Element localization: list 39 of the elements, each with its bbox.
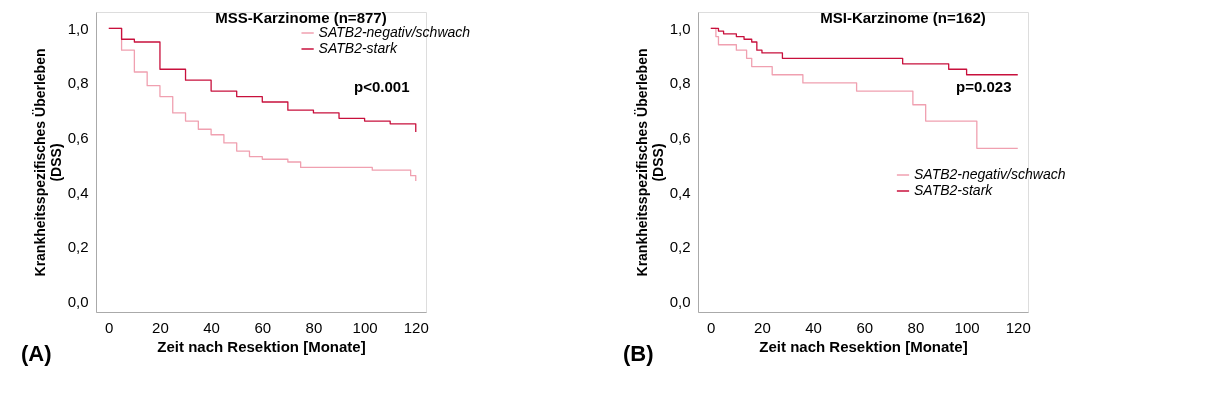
x-tick-label: 120 [403,318,429,336]
x-axis-title: Zeit nach Resektion [Monate] [759,337,968,355]
x-tick-label: 40 [203,318,220,336]
y-tick-label: 1,0 [669,19,691,37]
text: (B) [623,341,654,366]
x-tick-label: 20 [754,318,771,336]
y-tick-label: 0,8 [67,74,89,92]
text: (A) [21,341,52,366]
x-tick-label: 80 [907,318,925,336]
y-tick-label: 0,8 [669,74,691,92]
x-tick-label: 0 [105,318,114,336]
y-tick-label: 0,0 [67,292,89,310]
x-tick-label: 20 [152,318,169,336]
y-tick-label: 0,2 [67,238,89,256]
chart-title: MSS-Karzinome (n=877) [215,9,387,26]
x-axis-title: Zeit nach Resektion [Monate] [157,337,366,355]
x-tick-label: 80 [305,318,323,336]
legend-label: SATB2-stark [914,182,994,198]
chart-title: MSI-Karzinome (n=162) [820,9,986,26]
y-tick-label: 0,4 [669,183,691,201]
x-tick-label: 60 [254,318,272,336]
x-tick-label: 120 [1005,318,1031,336]
y-tick-label: 1,0 [67,19,89,37]
x-tick-label: 100 [954,318,980,336]
y-tick-label: 0,6 [669,128,691,146]
annotation: p=0.023 [956,78,1012,95]
legend-label: SATB2-stark [318,40,398,56]
x-tick-label: 60 [856,318,874,336]
x-tick-label: 100 [352,318,378,336]
legend-label: SATB2-negativ/schwach [914,166,1066,182]
y-axis-title: Krankheitsspezifisches Überleben (DSS) [633,48,666,277]
x-tick-label: 40 [805,318,822,336]
y-tick-label: 0,4 [67,183,89,201]
annotation: p<0.001 [354,78,410,95]
y-tick-label: 0,2 [669,238,691,256]
y-tick-label: 0,6 [67,128,89,146]
x-tick-label: 0 [707,318,716,336]
y-tick-label: 0,0 [669,292,691,310]
y-axis-title: Krankheitsspezifisches Überleben (DSS) [31,48,64,277]
